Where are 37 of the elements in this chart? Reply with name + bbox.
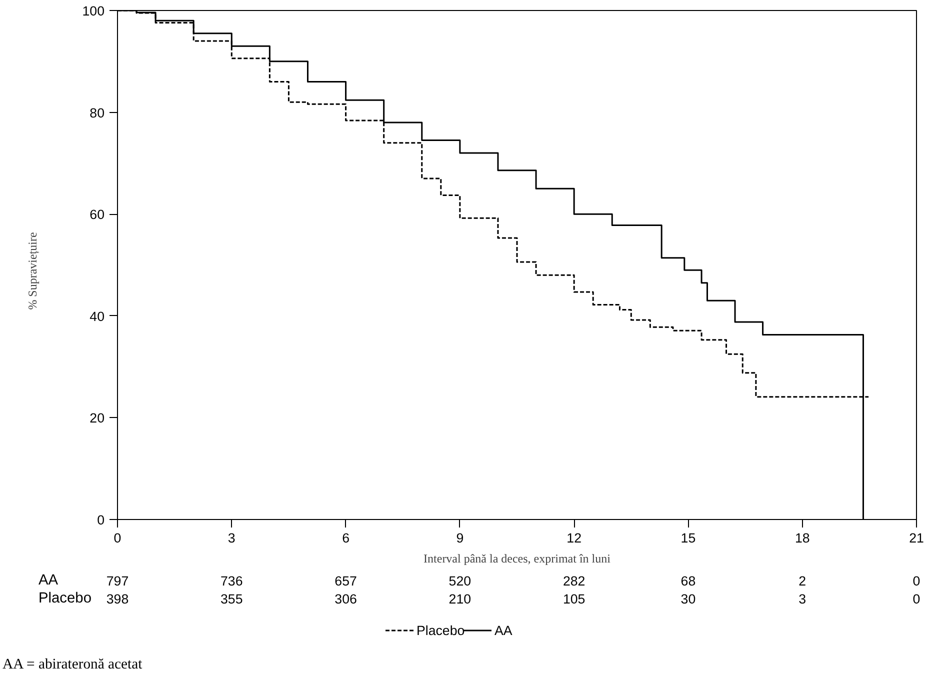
x-tick-label: 12 [566,530,582,546]
y-tick-label: 80 [90,105,105,120]
x-tick-label: 9 [456,530,464,546]
y-tick-label: 60 [90,207,105,222]
y-tick-label: 40 [90,308,105,324]
text: 282 [562,574,586,588]
text: 657 [334,574,357,588]
legend-label: AA [494,623,512,638]
x-tick-label: 0 [114,530,122,546]
legend-label: Placebo [416,623,465,638]
text: 2 [798,574,806,588]
text: 210 [448,592,472,606]
x-tick-label: 6 [342,530,350,546]
x-tick-label: 3 [228,530,236,546]
text: AA = abirateronă acetat [2,656,142,672]
x-tick-label: 15 [680,530,696,546]
x-tick-label: 21 [909,530,924,546]
x-tick-label: 18 [794,530,810,546]
text: 306 [334,592,357,606]
text: 0 [912,574,920,588]
text: 736 [220,574,243,588]
text: 3 [798,592,806,606]
y-tick-label: 100 [82,4,105,18]
y-axis-title: % Supraviețuire [25,232,40,310]
text: 0 [912,592,920,606]
text: 520 [448,574,472,588]
text: 105 [562,592,586,606]
text: 30 [680,592,696,606]
text: Placebo [38,590,92,606]
text: 68 [680,574,696,588]
text: 797 [106,574,129,588]
text: 355 [220,592,243,606]
y-tick-label: 20 [90,410,105,426]
x-axis-title: Interval până la deces, exprimat în luni [424,552,612,566]
text: AA [38,572,58,588]
text: 398 [106,592,129,606]
y-tick-label: 0 [97,512,105,528]
